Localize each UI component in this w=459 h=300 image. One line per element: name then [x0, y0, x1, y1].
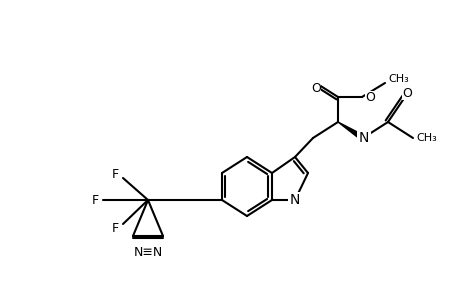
Text: O: O	[364, 91, 374, 103]
Text: N: N	[289, 193, 300, 207]
Text: O: O	[310, 82, 320, 94]
Text: F: F	[112, 221, 119, 235]
Polygon shape	[337, 122, 364, 140]
Text: N: N	[358, 131, 369, 145]
Text: O: O	[401, 86, 411, 100]
Text: N≡N: N≡N	[133, 246, 162, 259]
Text: F: F	[92, 194, 99, 206]
Text: CH₃: CH₃	[387, 74, 408, 84]
Text: CH₃: CH₃	[415, 133, 436, 143]
Text: F: F	[112, 167, 119, 181]
